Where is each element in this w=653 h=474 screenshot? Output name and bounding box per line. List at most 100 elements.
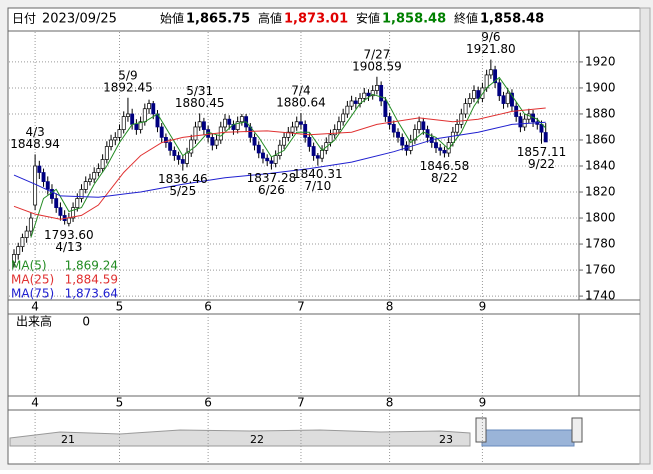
- candle-body: [303, 124, 308, 138]
- month-label: 4: [31, 300, 39, 314]
- candle-body: [442, 150, 447, 154]
- scroller-handle-right[interactable]: [571, 417, 583, 443]
- candle-body: [134, 124, 139, 130]
- header-label: 始値: [160, 11, 184, 26]
- candle-body: [33, 165, 38, 206]
- candle-body: [269, 160, 274, 164]
- candle-body: [168, 142, 173, 151]
- candle-body: [374, 84, 379, 91]
- annotation-price: 1793.60: [44, 228, 94, 242]
- candle-body: [79, 189, 84, 199]
- legend-value: 1,884.59: [65, 273, 118, 287]
- candle-body: [421, 121, 426, 130]
- candle-body: [282, 137, 287, 146]
- candle-body: [210, 137, 215, 146]
- candle-body: [227, 118, 232, 125]
- candle-body: [20, 237, 25, 248]
- candle-body: [273, 155, 278, 164]
- candle-body: [505, 92, 510, 104]
- legend-name: MA(5): [11, 259, 47, 273]
- annotation-date: 8/22: [431, 171, 458, 185]
- annotation-price: 1836.46: [158, 172, 208, 186]
- candle-body: [159, 126, 164, 138]
- candle-body: [142, 108, 147, 123]
- frame: [7, 7, 641, 465]
- candle-body: [92, 172, 97, 180]
- candle-body: [391, 124, 396, 133]
- annotation-date: 4/13: [55, 240, 82, 254]
- candle-body: [434, 142, 438, 149]
- scroller-handle-left[interactable]: [475, 417, 487, 443]
- candle-body: [28, 217, 33, 232]
- candle-body: [109, 139, 114, 147]
- legend-name: MA(25): [11, 273, 54, 287]
- candle-body: [387, 116, 392, 125]
- candle-body: [66, 217, 71, 224]
- candle-body: [185, 152, 189, 164]
- candle-body: [16, 246, 21, 255]
- candle-body: [294, 121, 299, 128]
- legend-name: MA(75): [11, 287, 54, 301]
- candle-body: [379, 84, 384, 102]
- date-value: 2023/09/25: [42, 12, 117, 27]
- candle-body: [113, 137, 118, 141]
- candle-body: [193, 126, 198, 141]
- header-label: 安値: [356, 11, 380, 26]
- scroller-window[interactable]: [481, 429, 575, 447]
- annotation-date: 9/22: [528, 157, 555, 171]
- candle-body: [467, 97, 472, 104]
- candle-body: [130, 113, 135, 125]
- candle-body: [315, 155, 320, 159]
- candle-body: [400, 137, 405, 146]
- candle-body: [180, 159, 185, 164]
- candle-body: [104, 146, 109, 160]
- candle-body: [218, 126, 223, 141]
- month-label: 9: [479, 300, 487, 314]
- candle-body: [50, 189, 54, 199]
- candle-body: [256, 144, 261, 154]
- candle-body: [172, 150, 177, 156]
- y-tick-label: 1740: [585, 289, 616, 303]
- candle-body: [539, 124, 544, 133]
- y-tick-label: 1920: [585, 54, 616, 68]
- annotation-price: 1908.59: [352, 59, 402, 73]
- scrollbar[interactable]: [639, 7, 651, 465]
- candle-body: [24, 230, 29, 238]
- y-tick-label: 1840: [585, 159, 616, 173]
- annotation-date: 7/4: [291, 84, 310, 98]
- annotation-date: 6/26: [258, 183, 285, 197]
- candle-body: [286, 131, 291, 138]
- candle-body: [396, 131, 400, 138]
- candle-body: [349, 100, 354, 107]
- header-value: 1,858.48: [480, 12, 544, 27]
- annotation-price: 1848.94: [10, 137, 60, 151]
- candle-body: [332, 129, 337, 136]
- y-tick-label: 1860: [585, 132, 616, 146]
- scroller-year: 22: [250, 433, 264, 446]
- volume-value: 0: [82, 315, 90, 329]
- annotation-price: 1840.31: [293, 167, 343, 181]
- legend-value: 1,869.24: [65, 259, 118, 273]
- ma-line: [13, 107, 546, 220]
- candle-body: [54, 198, 59, 208]
- candle-body: [362, 92, 367, 99]
- candle-body: [417, 121, 422, 130]
- annotation-date: 4/3: [25, 125, 44, 139]
- annotation-date: 5/31: [186, 84, 213, 98]
- candle-body: [201, 121, 206, 130]
- month-label: 5: [116, 396, 124, 410]
- month-label: 7: [297, 300, 305, 314]
- annotation-price: 1857.11: [517, 145, 567, 159]
- annotation-date: 7/27: [363, 47, 390, 61]
- candle-body: [320, 150, 325, 159]
- ma-line: [13, 121, 546, 198]
- candle-body: [455, 124, 460, 133]
- candle-body: [307, 137, 312, 147]
- candle-body: [353, 100, 358, 104]
- candle-body: [138, 121, 143, 130]
- candle-body: [214, 139, 219, 146]
- candle-body: [543, 132, 548, 143]
- candle-body: [117, 129, 122, 138]
- candle-body: [58, 207, 63, 216]
- header-value: 1,873.01: [284, 12, 348, 27]
